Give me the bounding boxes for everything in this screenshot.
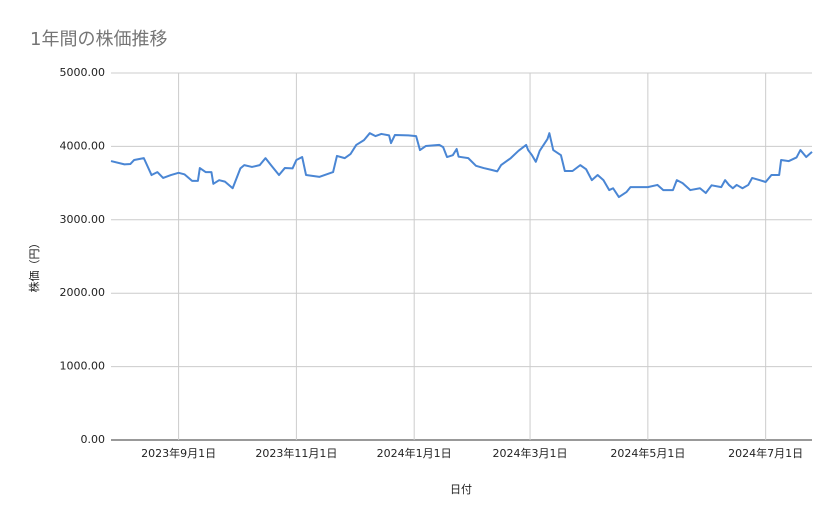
x-tick-label: 2023年9月1日 [141,446,216,460]
x-axis-label: 日付 [450,483,472,496]
chart-title: 1年間の株価推移 [30,29,167,50]
x-tick-label: 2023年11月1日 [255,446,337,460]
y-tick-label: 5000.00 [60,66,106,79]
y-tick-label: 0.00 [81,433,106,446]
y-axis-label: 株価（円） [27,238,41,293]
y-tick-label: 3000.00 [60,213,106,226]
x-tick-label: 2024年1月1日 [377,446,452,460]
y-tick-label: 4000.00 [60,139,106,152]
y-tick-label: 1000.00 [60,360,106,373]
x-tick-label: 2024年5月1日 [610,446,685,460]
x-tick-label: 2024年7月1日 [728,446,803,460]
x-tick-label: 2024年3月1日 [493,446,568,460]
y-tick-label: 2000.00 [60,286,106,299]
line [110,132,813,199]
